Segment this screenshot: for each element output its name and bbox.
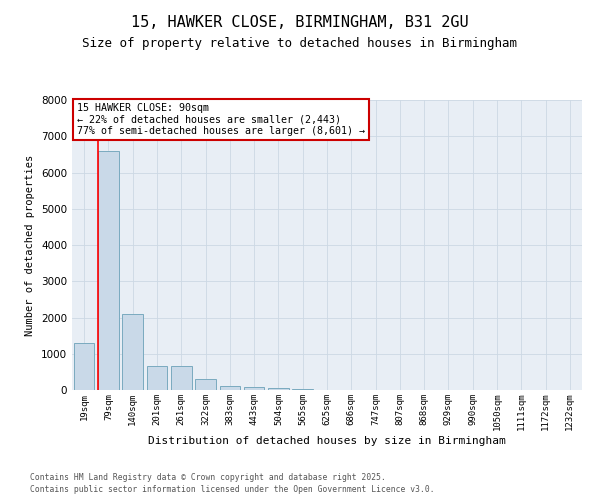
Text: 15 HAWKER CLOSE: 90sqm
← 22% of detached houses are smaller (2,443)
77% of semi-: 15 HAWKER CLOSE: 90sqm ← 22% of detached… <box>77 103 365 136</box>
Bar <box>244 386 265 390</box>
Bar <box>98 151 119 390</box>
Bar <box>171 366 191 390</box>
Text: Size of property relative to detached houses in Birmingham: Size of property relative to detached ho… <box>83 38 517 51</box>
Bar <box>195 379 216 390</box>
Bar <box>268 388 289 390</box>
Y-axis label: Number of detached properties: Number of detached properties <box>25 154 35 336</box>
Bar <box>74 343 94 390</box>
Text: 15, HAWKER CLOSE, BIRMINGHAM, B31 2GU: 15, HAWKER CLOSE, BIRMINGHAM, B31 2GU <box>131 15 469 30</box>
X-axis label: Distribution of detached houses by size in Birmingham: Distribution of detached houses by size … <box>148 436 506 446</box>
Text: Contains public sector information licensed under the Open Government Licence v3: Contains public sector information licen… <box>30 486 434 494</box>
Bar <box>292 388 313 390</box>
Bar <box>122 314 143 390</box>
Bar <box>146 366 167 390</box>
Bar <box>220 386 240 390</box>
Text: Contains HM Land Registry data © Crown copyright and database right 2025.: Contains HM Land Registry data © Crown c… <box>30 473 386 482</box>
